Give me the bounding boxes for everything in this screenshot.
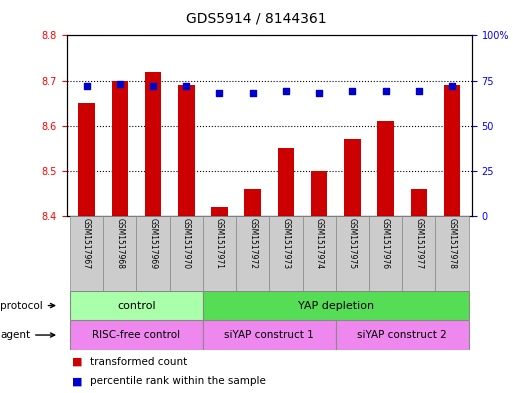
Bar (111, 81, 128, 216)
Bar (170, 216, 203, 291)
Bar (444, 85, 460, 216)
Point (249, 90, 257, 96)
Bar (377, 121, 394, 216)
Text: RISC-free control: RISC-free control (92, 330, 181, 340)
Bar (236, 216, 269, 291)
Text: GSM1517968: GSM1517968 (115, 219, 124, 269)
Bar (410, 189, 427, 216)
Text: GSM1517967: GSM1517967 (82, 219, 91, 270)
Bar (70, 320, 203, 350)
Text: GSM1517972: GSM1517972 (248, 219, 257, 269)
Bar (278, 148, 294, 216)
Text: control: control (117, 301, 156, 310)
Bar (203, 320, 336, 350)
Bar (70, 291, 203, 320)
Point (215, 90, 224, 96)
Text: protocol: protocol (0, 301, 55, 310)
Text: GSM1517969: GSM1517969 (149, 219, 157, 270)
Bar (78, 103, 95, 216)
Text: GSM1517975: GSM1517975 (348, 219, 357, 270)
Text: GSM1517973: GSM1517973 (282, 219, 290, 270)
Text: GDS5914 / 8144361: GDS5914 / 8144361 (186, 12, 327, 26)
Bar (436, 216, 469, 291)
Bar (103, 216, 136, 291)
Text: GSM1517971: GSM1517971 (215, 219, 224, 269)
Bar (269, 216, 303, 291)
Text: agent: agent (0, 330, 55, 340)
Text: ■: ■ (72, 376, 82, 386)
Point (315, 90, 323, 96)
Bar (303, 216, 336, 291)
Point (448, 83, 456, 89)
Text: GSM1517978: GSM1517978 (447, 219, 457, 269)
Bar (145, 72, 162, 216)
Bar (244, 189, 261, 216)
Bar (369, 216, 402, 291)
Bar (203, 216, 236, 291)
Point (415, 88, 423, 95)
Text: ■: ■ (72, 356, 82, 367)
Bar (402, 216, 436, 291)
Point (282, 88, 290, 95)
Text: YAP depletion: YAP depletion (298, 301, 374, 310)
Text: GSM1517974: GSM1517974 (314, 219, 324, 270)
Bar (311, 171, 327, 216)
Bar (211, 207, 228, 216)
Text: GSM1517977: GSM1517977 (415, 219, 423, 270)
Point (149, 83, 157, 89)
Text: GSM1517970: GSM1517970 (182, 219, 191, 270)
Bar (178, 85, 194, 216)
Bar (336, 216, 369, 291)
Point (116, 81, 124, 87)
Bar (70, 216, 103, 291)
Point (348, 88, 357, 95)
Text: siYAP construct 2: siYAP construct 2 (358, 330, 447, 340)
Bar (336, 320, 469, 350)
Text: percentile rank within the sample: percentile rank within the sample (90, 376, 266, 386)
Bar (136, 216, 170, 291)
Text: siYAP construct 1: siYAP construct 1 (225, 330, 314, 340)
Point (83, 83, 91, 89)
Text: transformed count: transformed count (90, 356, 187, 367)
Bar (203, 291, 469, 320)
Bar (344, 139, 361, 216)
Point (382, 88, 390, 95)
Text: GSM1517976: GSM1517976 (381, 219, 390, 270)
Point (182, 83, 190, 89)
